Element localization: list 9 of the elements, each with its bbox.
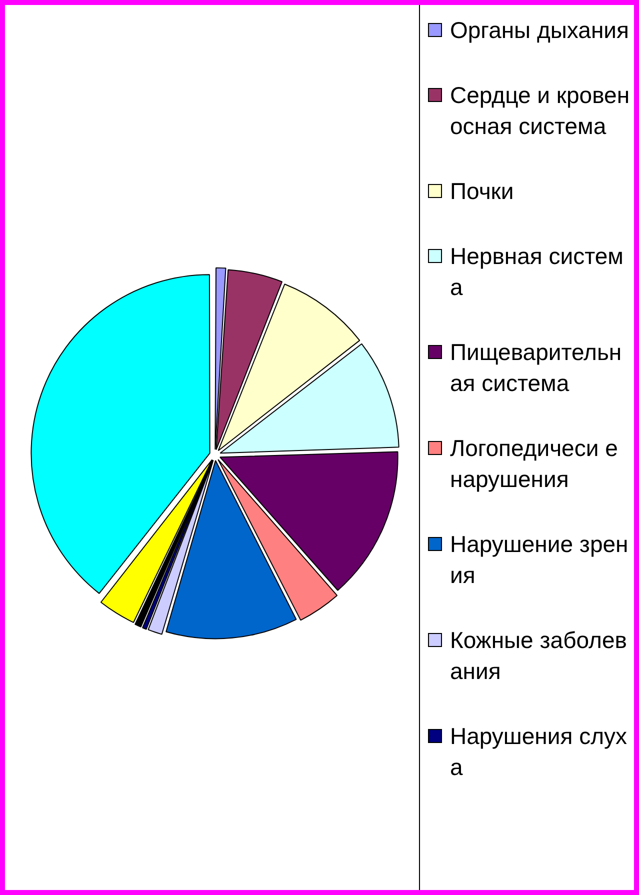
legend-label: Пищеварительная система — [450, 338, 623, 398]
legend-label: Логопедичеси е нарушения — [450, 434, 619, 494]
legend-label: Нервная система — [450, 242, 624, 302]
legend-label: Нарушения слуха — [450, 722, 628, 782]
legend-label: Сердце и кровеносная система — [450, 81, 631, 141]
legend-label: Нарушение зрения — [450, 530, 630, 590]
legend-label: Кожные заболевания — [450, 626, 628, 686]
legend-label: Почки — [450, 177, 514, 206]
legend-label: Органы дыхания — [450, 16, 629, 45]
